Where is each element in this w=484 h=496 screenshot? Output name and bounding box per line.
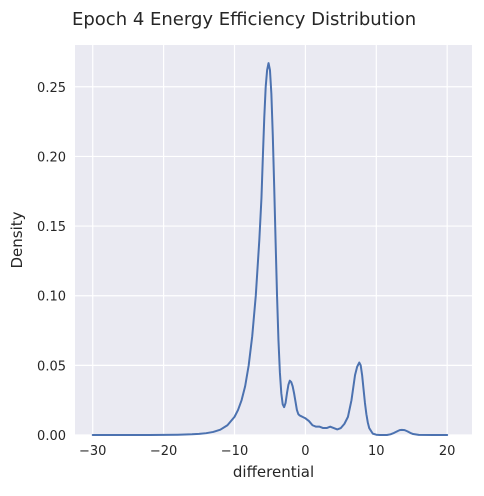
x-tick-label: 10 bbox=[368, 444, 385, 459]
y-tick-label: 0.10 bbox=[37, 290, 66, 305]
x-tick-label: −20 bbox=[150, 444, 177, 459]
x-tick-label: −10 bbox=[221, 444, 248, 459]
x-gridlines bbox=[92, 45, 448, 435]
x-tick-labels: −30 −20 −10 0 10 20 bbox=[79, 444, 455, 459]
y-tick-label: 0.25 bbox=[37, 81, 66, 96]
y-tick-label: 0.20 bbox=[37, 150, 66, 165]
y-tick-label: 0.00 bbox=[37, 429, 66, 444]
x-tick-label: 20 bbox=[439, 444, 456, 459]
density-line bbox=[91, 62, 449, 436]
y-axis-label: Density bbox=[8, 211, 26, 268]
x-tick-label: −30 bbox=[79, 444, 106, 459]
y-tick-label: 0.05 bbox=[37, 359, 66, 374]
chart-title: Epoch 4 Energy Efficiency Distribution bbox=[72, 9, 416, 30]
x-axis-label: differential bbox=[233, 463, 314, 481]
x-tick-label: 0 bbox=[301, 444, 309, 459]
y-tick-labels: 0.00 0.05 0.10 0.15 0.20 0.25 bbox=[37, 81, 66, 444]
plot-area bbox=[75, 45, 472, 435]
y-tick-label: 0.15 bbox=[37, 220, 66, 235]
